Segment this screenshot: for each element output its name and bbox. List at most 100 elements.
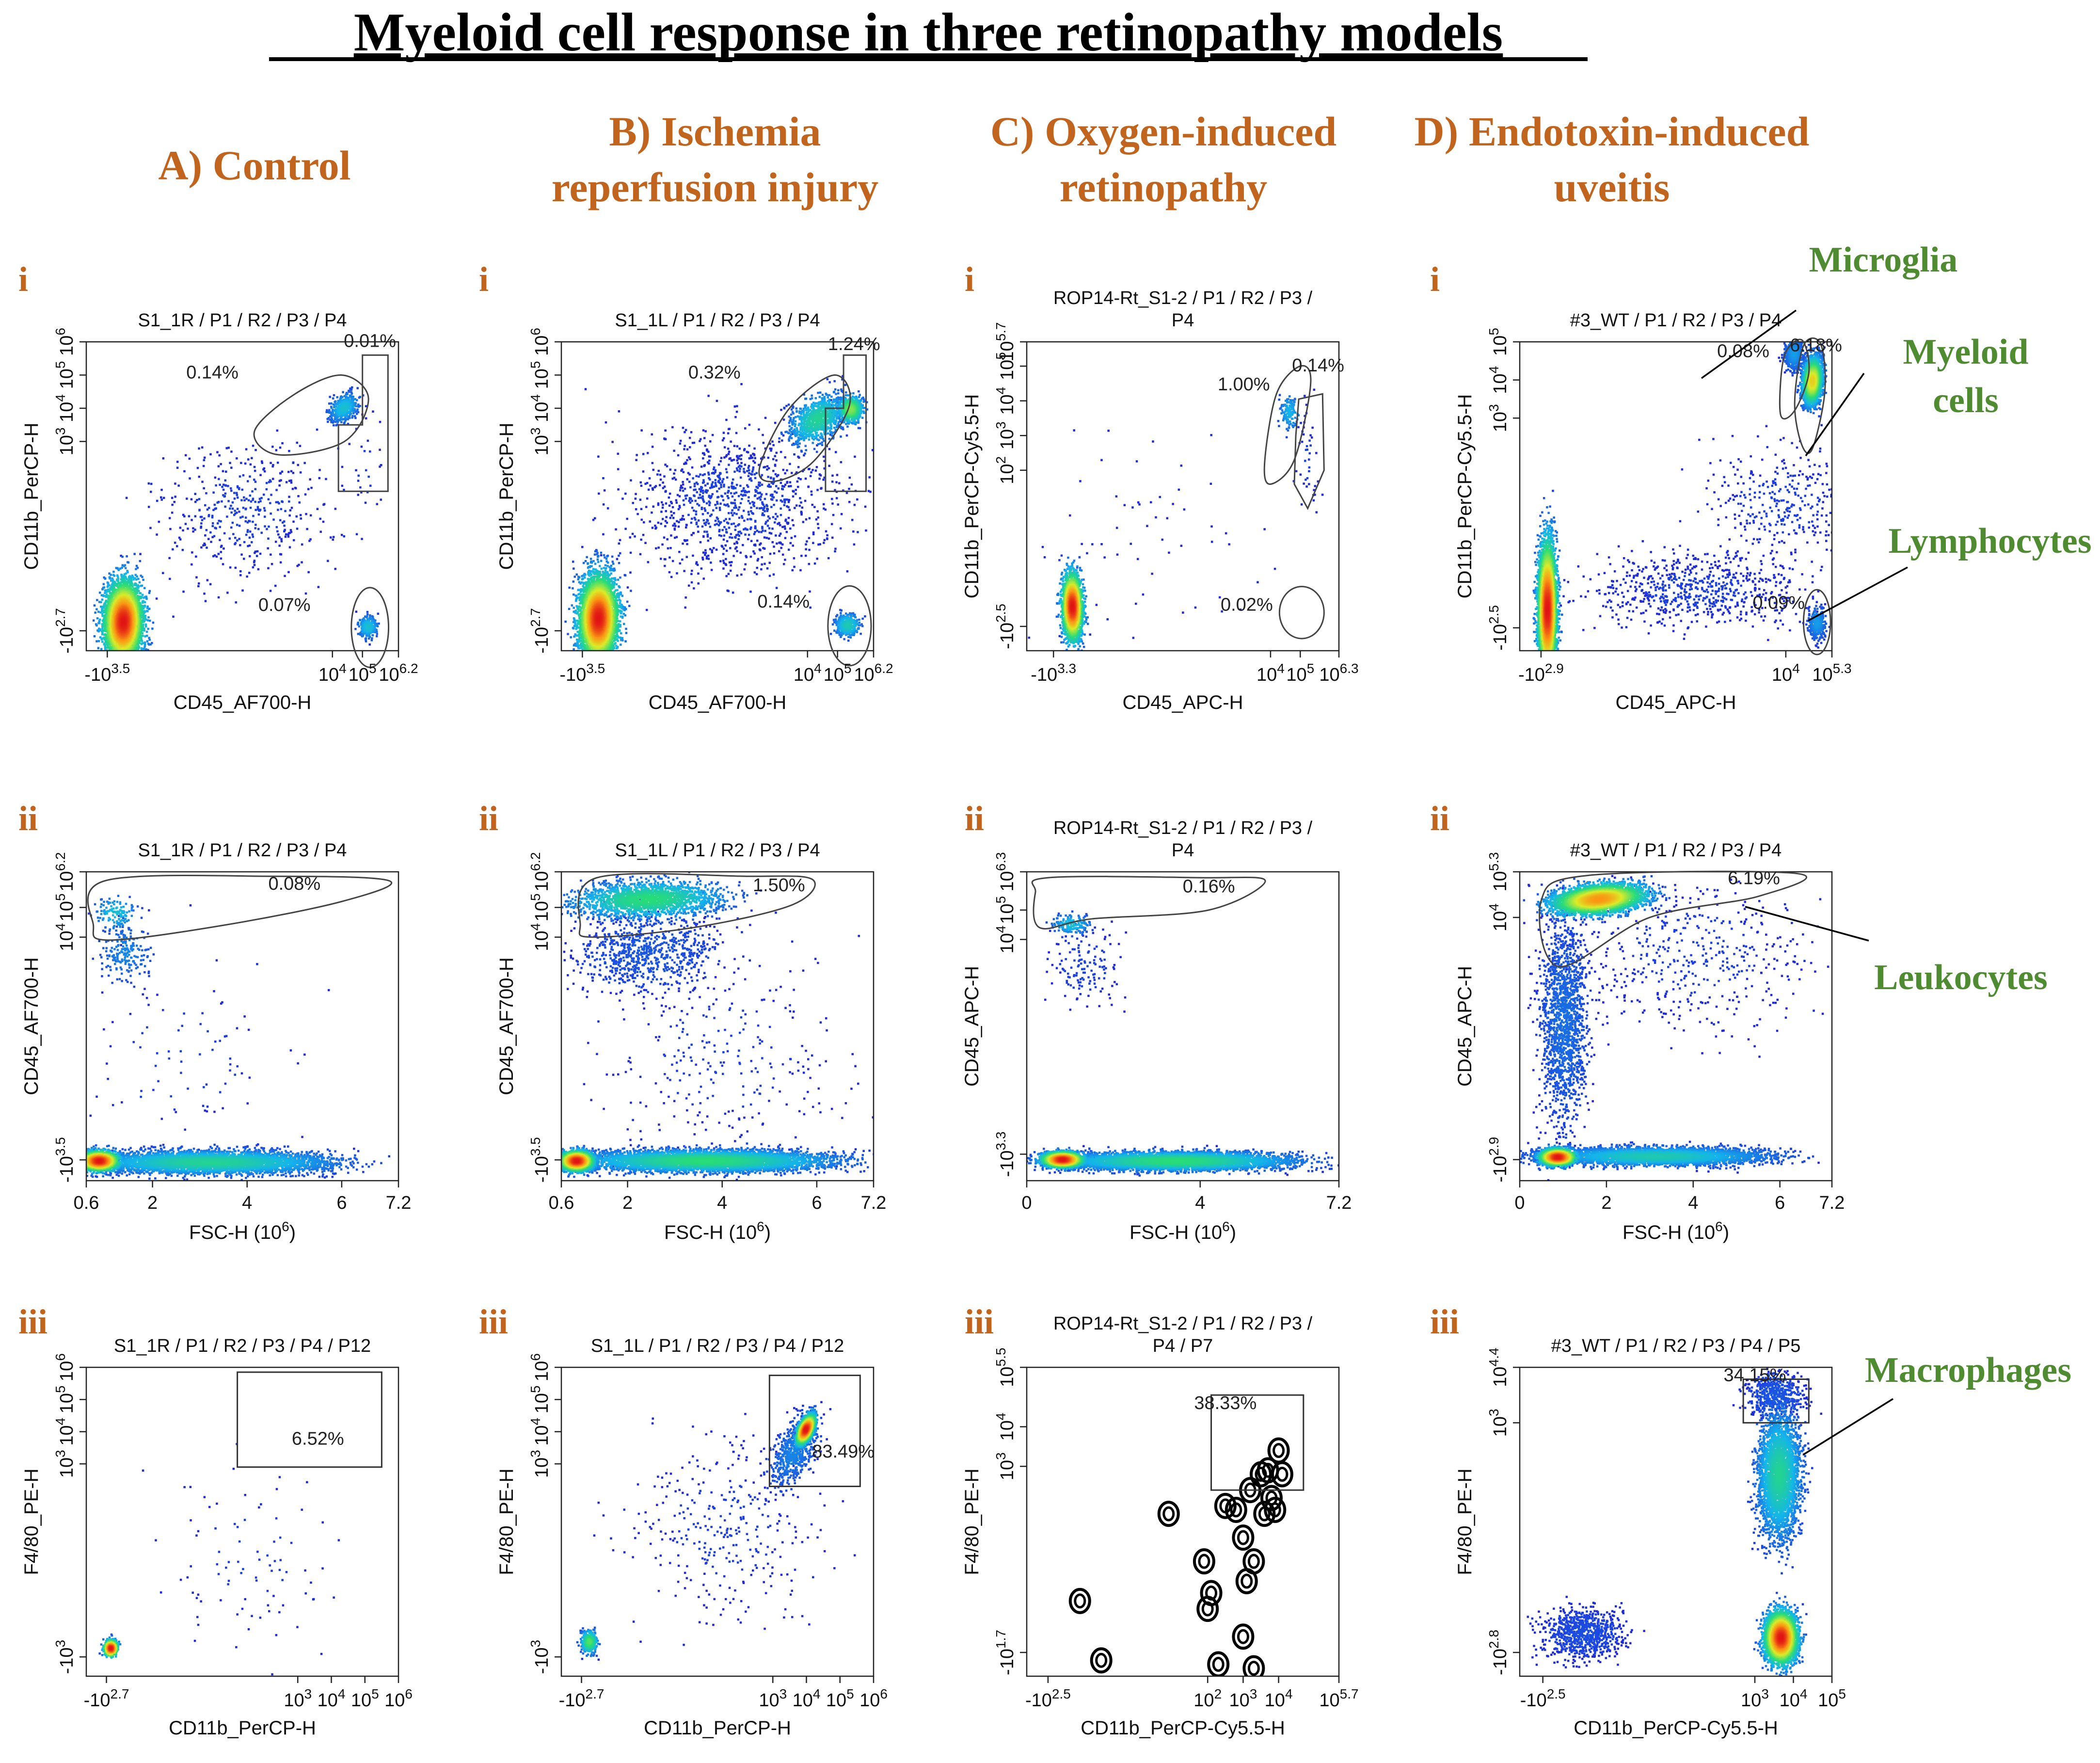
data-point — [307, 488, 310, 491]
data-point — [283, 525, 286, 527]
data-point — [198, 498, 201, 500]
data-point — [113, 656, 116, 658]
data-point — [148, 506, 150, 508]
data-point — [142, 579, 144, 581]
data-point — [203, 543, 206, 545]
data-point — [234, 537, 237, 539]
data-point — [318, 469, 321, 471]
data-point — [236, 539, 239, 542]
data-point — [186, 497, 188, 500]
data-point — [325, 478, 327, 481]
data-point — [139, 659, 142, 661]
data-point — [104, 577, 107, 580]
data-point — [203, 459, 206, 462]
data-point — [212, 522, 214, 525]
data-point — [141, 663, 143, 665]
data-point — [132, 666, 134, 668]
data-point — [377, 613, 380, 615]
data-point — [229, 537, 231, 540]
data-point — [254, 560, 256, 562]
data-point — [275, 541, 277, 543]
data-point — [123, 655, 126, 657]
data-point — [123, 655, 125, 657]
data-point — [316, 429, 318, 431]
data-point — [116, 658, 119, 661]
data-point — [102, 615, 104, 617]
data-point — [331, 407, 333, 409]
data-point — [264, 510, 266, 512]
data-point — [139, 592, 141, 594]
data-point — [236, 524, 239, 526]
data-point — [162, 457, 165, 460]
data-point — [93, 619, 95, 622]
data-point — [292, 462, 295, 464]
data-point — [245, 520, 247, 523]
data-point — [125, 654, 127, 656]
data-point — [284, 575, 286, 577]
data-point — [318, 586, 320, 588]
data-point — [117, 657, 120, 660]
data-point — [214, 477, 217, 479]
data-point — [174, 496, 176, 497]
data-point — [342, 391, 344, 394]
data-point — [223, 547, 225, 550]
data-point — [331, 417, 333, 419]
data-point — [280, 472, 282, 475]
data-point — [310, 487, 313, 489]
data-point — [133, 654, 135, 657]
data-point — [127, 658, 130, 660]
data-point — [117, 657, 120, 659]
data-point — [140, 651, 143, 654]
data-point — [135, 653, 138, 656]
data-point — [240, 499, 243, 501]
data-point — [225, 484, 227, 487]
column-heading-2-line2: retinopathy — [1060, 164, 1267, 210]
data-point — [258, 513, 260, 516]
data-point — [238, 538, 240, 540]
data-point — [183, 470, 186, 473]
data-point — [201, 447, 204, 449]
data-point — [189, 458, 191, 460]
data-point — [351, 393, 353, 395]
data-point — [309, 478, 312, 481]
data-point — [129, 656, 132, 658]
data-point — [252, 445, 255, 447]
data-point — [322, 504, 325, 506]
data-point — [222, 563, 224, 565]
panel-title: S1_1R / P1 / R2 / P3 / P4 — [138, 310, 347, 331]
data-point — [211, 515, 214, 517]
data-point — [249, 545, 251, 547]
data-point — [174, 542, 176, 544]
data-point — [277, 462, 279, 464]
data-point — [109, 652, 111, 655]
data-point — [368, 643, 371, 646]
data-point — [117, 658, 120, 660]
data-point — [365, 417, 367, 420]
data-point — [125, 653, 127, 655]
data-point — [104, 655, 106, 657]
data-point — [257, 508, 259, 511]
data-point — [118, 652, 121, 655]
data-point — [133, 553, 136, 555]
data-point — [299, 445, 302, 448]
data-point — [263, 507, 266, 510]
data-point — [300, 514, 302, 516]
data-point — [246, 576, 248, 578]
data-point — [95, 640, 98, 642]
data-point — [281, 540, 283, 543]
data-point — [241, 516, 244, 518]
data-point — [158, 521, 160, 523]
column-heading-3: D) Endotoxin-induced — [1415, 108, 1810, 155]
data-point — [126, 555, 128, 558]
data-point — [134, 653, 137, 655]
data-point — [121, 654, 124, 657]
data-point — [219, 484, 221, 486]
data-point — [116, 654, 119, 657]
data-point — [119, 655, 121, 657]
data-point — [145, 624, 147, 626]
data-point — [172, 616, 175, 618]
data-point — [379, 449, 381, 451]
data-point — [99, 628, 101, 631]
data-point — [307, 571, 310, 574]
data-point — [221, 500, 223, 503]
